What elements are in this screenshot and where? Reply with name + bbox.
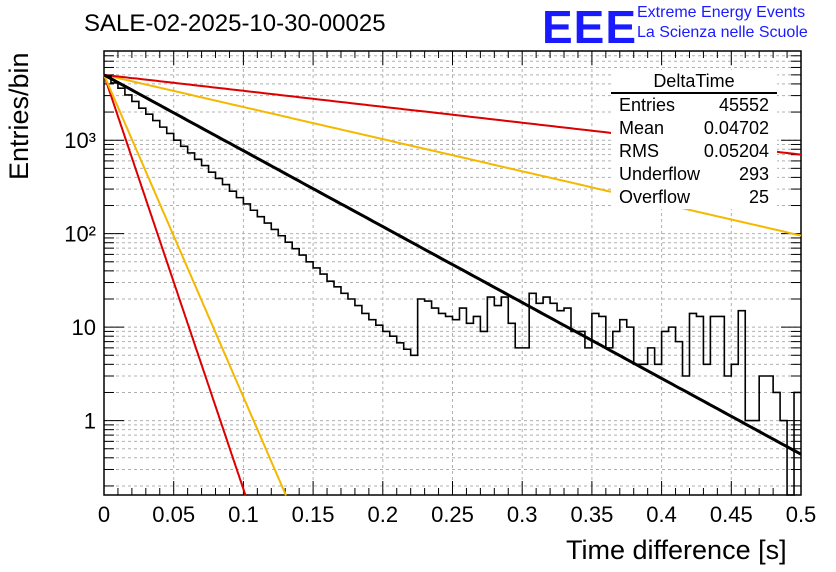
x-tick-label: 0.3 xyxy=(507,502,538,527)
y-tick-label: 10³ xyxy=(64,128,96,153)
stats-label: Underflow xyxy=(619,164,701,184)
fit-curve xyxy=(103,73,802,456)
stats-label: Overflow xyxy=(619,187,691,207)
stats-row: RMS 0.05204 xyxy=(611,140,777,163)
stats-box: DeltaTime Entries 45552 Mean 0.04702 RMS 0.… xyxy=(611,70,777,209)
stats-row: Overflow 25 xyxy=(611,186,777,209)
stats-title: DeltaTime xyxy=(611,70,777,94)
stats-row: Mean 0.04702 xyxy=(611,117,777,140)
stats-row: Entries 45552 xyxy=(611,94,777,117)
x-tick-label: 0.15 xyxy=(292,502,335,527)
stats-value: 0.05204 xyxy=(703,141,769,161)
reference-curve-orange xyxy=(103,74,287,496)
reference-curve-red xyxy=(103,74,247,496)
y-tick-label: 10 xyxy=(72,315,96,340)
x-tick-label: 0 xyxy=(98,502,110,527)
stats-label: Entries xyxy=(619,95,676,115)
y-tick-label: 1 xyxy=(84,409,96,434)
stats-value: 0.04702 xyxy=(703,118,769,138)
x-tick-label: 0.1 xyxy=(228,502,259,527)
x-tick-label: 0.25 xyxy=(431,502,474,527)
stats-label: RMS xyxy=(619,141,659,161)
stats-value: 293 xyxy=(738,164,769,184)
y-axis-label: Entries/bin xyxy=(4,52,34,180)
logo-line-2: La Scienza nelle Scuole xyxy=(637,24,808,41)
x-tick-label: 0.45 xyxy=(710,502,753,527)
x-tick-label: 0.4 xyxy=(646,502,677,527)
logo-line-1: Extreme Energy Events xyxy=(637,4,806,21)
x-axis-label: Time difference [s] xyxy=(566,535,787,565)
x-tick-label: 0.5 xyxy=(786,502,817,527)
stats-value: 25 xyxy=(748,187,769,207)
histogram-series xyxy=(104,74,801,496)
y-tick-label: 10² xyxy=(64,222,96,247)
x-tick-label: 0.2 xyxy=(368,502,399,527)
x-tick-label: 0.35 xyxy=(570,502,613,527)
stats-label: Mean xyxy=(619,118,665,138)
chart-title: SALE-02-2025-10-30-00025 xyxy=(84,10,386,37)
stats-row: Underflow 293 xyxy=(611,163,777,186)
x-tick-label: 0.05 xyxy=(152,502,195,527)
eee-logo: EEE xyxy=(542,1,638,53)
stats-value: 45552 xyxy=(718,95,769,115)
